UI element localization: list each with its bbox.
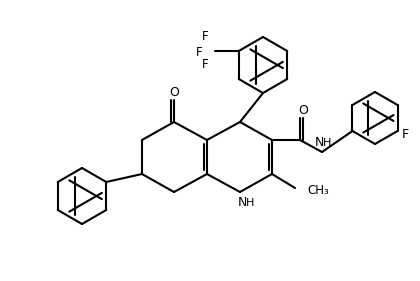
Text: F: F	[202, 31, 208, 44]
Text: H: H	[246, 198, 254, 208]
Text: CH₃: CH₃	[307, 185, 329, 198]
Text: F: F	[402, 128, 409, 142]
Text: H: H	[323, 138, 331, 148]
Text: N: N	[237, 196, 247, 210]
Text: N: N	[314, 137, 324, 149]
Text: F: F	[202, 58, 208, 71]
Text: O: O	[298, 105, 308, 117]
Text: F: F	[195, 46, 202, 60]
Text: O: O	[169, 85, 179, 99]
